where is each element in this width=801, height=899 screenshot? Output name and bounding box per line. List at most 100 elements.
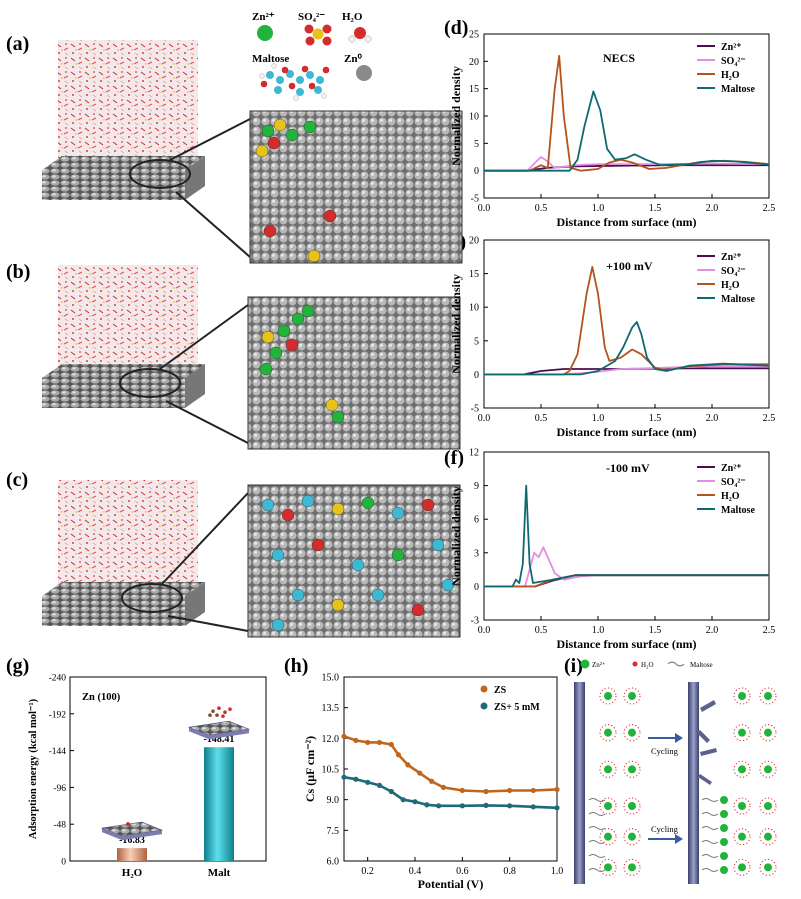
zn-ion <box>628 765 636 774</box>
adsorbed-species <box>331 502 345 516</box>
legend-label: SO₄²⁻ <box>721 56 746 67</box>
adsorbed-species <box>301 304 315 318</box>
zn-electrode-cycled <box>688 682 699 792</box>
zoom-connector <box>175 191 251 258</box>
x-tick-label: 0.0 <box>478 413 491 424</box>
series-line <box>484 546 769 588</box>
y-tick-label: 20 <box>469 57 479 68</box>
x-tick-label: 0.8 <box>503 866 516 877</box>
x-tick-label: 0.5 <box>535 413 548 424</box>
data-point <box>388 788 394 795</box>
plot-frame <box>483 451 770 621</box>
electron-label: e⁻ <box>586 827 593 835</box>
x-tick-label: 2.0 <box>706 625 719 636</box>
data-point <box>376 782 383 788</box>
y-tick-label: 15 <box>469 84 479 95</box>
data-point <box>424 802 430 808</box>
maltose-layer <box>701 840 719 844</box>
electron-label: e⁻ <box>586 850 593 858</box>
data-point <box>554 805 560 811</box>
zn-slab-side <box>185 582 205 626</box>
data-point <box>440 784 446 791</box>
panel-label-c: (c) <box>6 469 28 491</box>
adsorbed-species <box>411 603 425 617</box>
hydration-shell <box>733 760 751 778</box>
adsorbed-species <box>271 548 285 562</box>
x-tick-label: 2.5 <box>763 625 776 636</box>
maltose-layer <box>701 854 719 858</box>
zoom-connector <box>165 400 249 444</box>
bar-value-label: -148.41 <box>204 734 235 745</box>
x-tick-label: 1.5 <box>649 203 662 214</box>
y-tick-label: 9 <box>474 481 479 492</box>
x-tick-label: 0.4 <box>409 866 422 877</box>
y-tick-label: 13.5 <box>322 703 340 714</box>
electron-label: e⁻ <box>586 804 593 812</box>
data-point <box>341 733 347 739</box>
y-tick-label: -144 <box>49 747 67 757</box>
adsorbed-species <box>267 136 281 150</box>
electron-label: e⁻ <box>586 749 593 757</box>
density-chart-plus-100mv: 0.0 0.5 1.0 1.5 2.0 2.5 -5 0 5 10 15 20 Distance fro… <box>449 236 775 440</box>
plot-frame <box>69 676 267 862</box>
zoom-connector <box>161 492 249 585</box>
adsorbed-species <box>261 330 275 344</box>
adsorbed-species <box>259 362 273 376</box>
data-point <box>395 752 402 758</box>
data-point <box>459 787 465 794</box>
legend-maltose-icon <box>667 661 685 667</box>
electron-label: e⁻ <box>586 722 593 730</box>
panel-label-h: (h) <box>284 655 308 677</box>
zn0-atom-icon <box>356 65 372 81</box>
zn-ion <box>764 802 772 810</box>
zn-ion <box>628 728 636 737</box>
x-tick-label: 2.5 <box>763 413 776 424</box>
hydration-shell <box>599 858 617 876</box>
hydration-shell <box>759 687 777 705</box>
adsorbed-species <box>269 346 283 360</box>
y-tick-label: -48 <box>53 821 66 831</box>
maltose-layer <box>588 826 606 830</box>
hydration-shell <box>759 724 777 742</box>
data-point <box>483 788 489 795</box>
x-tick-label: 1.5 <box>649 413 662 424</box>
data-point <box>412 799 418 805</box>
hydration-shell <box>733 724 751 742</box>
zn-ion <box>738 692 746 700</box>
panel-label-d: (d) <box>444 17 468 39</box>
adsorbed-species <box>311 538 325 552</box>
md-legend: Zn²⁺ SO₄²⁻ H₂O Maltose Zn⁰ <box>252 11 372 101</box>
adsorbed-species <box>325 398 339 412</box>
maltose-layer <box>588 812 606 816</box>
zoom-connector <box>159 304 249 370</box>
maltose-atom <box>228 707 232 712</box>
hydration-shell <box>733 797 751 815</box>
legend-label: Maltose <box>721 294 755 305</box>
data-point <box>507 803 513 809</box>
electron-label: e⁻ <box>586 777 593 785</box>
hydration-shell <box>733 687 751 705</box>
zn-ion <box>604 728 612 737</box>
maltose-layer <box>701 798 719 802</box>
zn-slab-front <box>42 378 185 408</box>
legend-maltose-label: Maltose <box>252 53 289 65</box>
adsorbed-species <box>285 128 299 142</box>
maltose-layer <box>588 854 606 858</box>
x-tick-label: 0.2 <box>361 866 374 877</box>
zn-ion <box>764 765 772 774</box>
maltose-atom <box>223 710 227 715</box>
chart-title: Zn (100) <box>82 692 121 703</box>
legend-water-icon <box>632 661 638 667</box>
y-tick-label: 0 <box>474 166 479 177</box>
zn-ion <box>628 832 636 841</box>
cycling-arrow <box>648 733 683 743</box>
series-line <box>484 90 770 172</box>
y-tick-label: 12.0 <box>322 734 340 745</box>
zn-ion <box>738 728 746 737</box>
zn-electrode-cycled <box>688 792 699 884</box>
zn-ion <box>764 863 772 872</box>
hydration-shell <box>733 828 751 846</box>
adsorbed-species <box>277 324 291 338</box>
hydration-shell <box>599 828 617 846</box>
